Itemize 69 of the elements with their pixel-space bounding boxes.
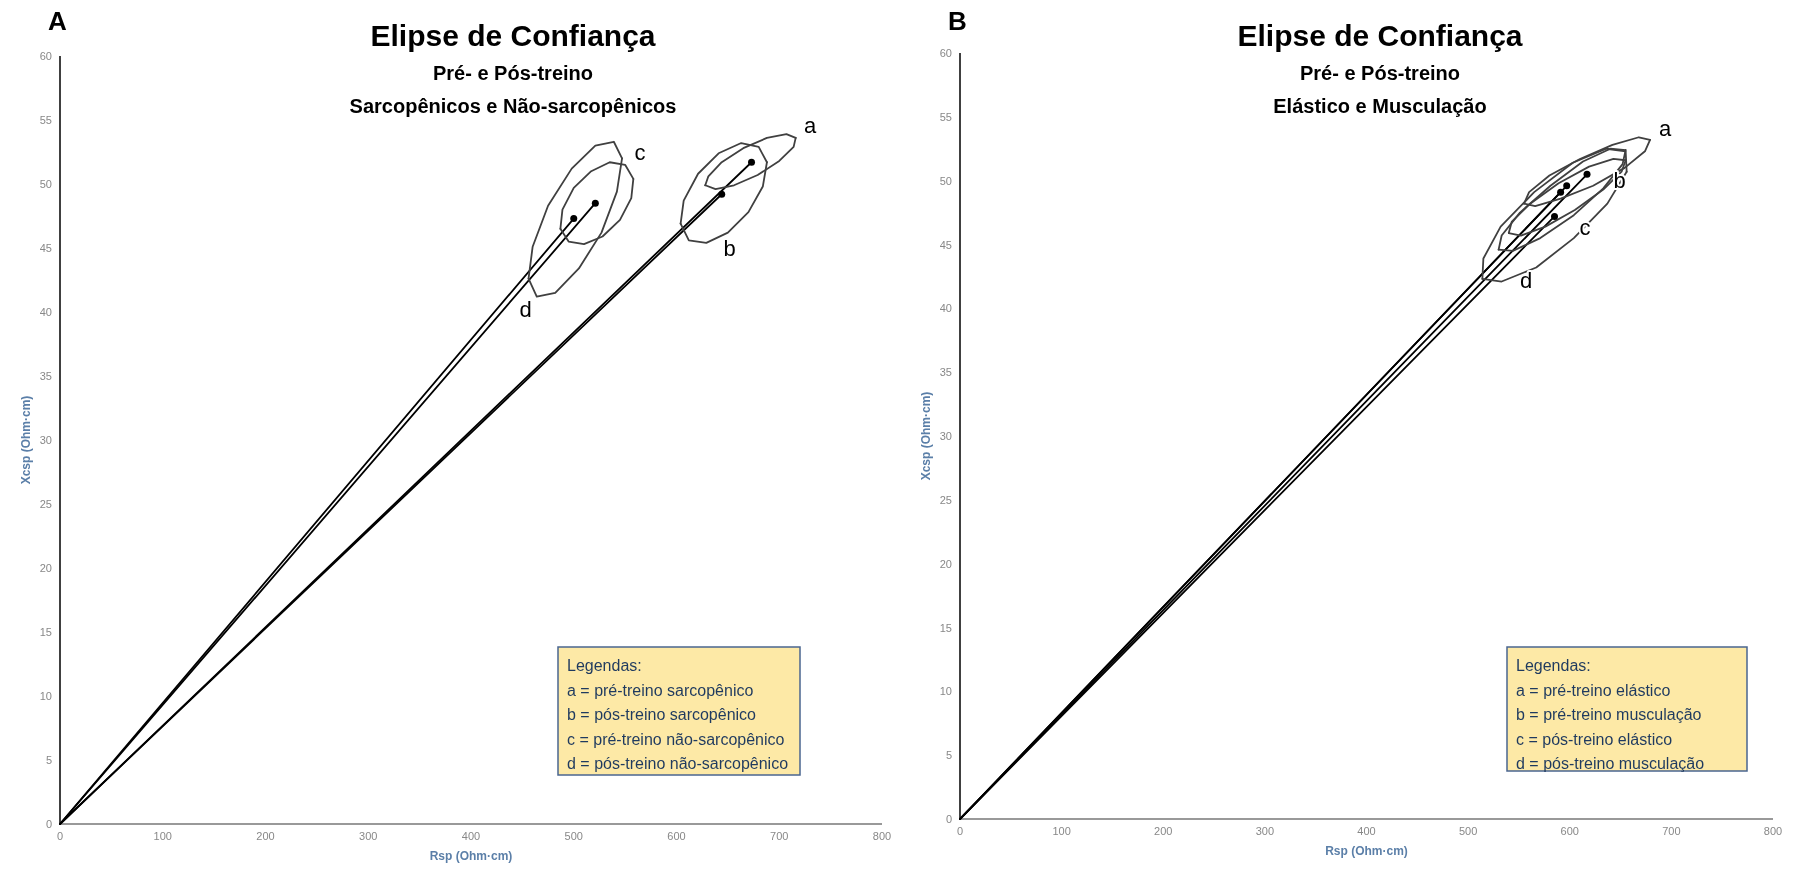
annotation: d bbox=[519, 296, 532, 322]
text: A bbox=[48, 6, 67, 36]
y-tick-label: 60 bbox=[939, 47, 952, 59]
text: B bbox=[948, 6, 967, 36]
x-tick-label: 100 bbox=[1052, 825, 1071, 837]
y-tick-label: 10 bbox=[939, 685, 952, 698]
annotation: a bbox=[1658, 115, 1672, 141]
x-tick-label: 0 bbox=[56, 830, 64, 842]
y-tick-label: 45 bbox=[39, 242, 52, 254]
annotation: a bbox=[804, 112, 817, 138]
y-tick-label: 55 bbox=[939, 110, 952, 123]
text: Pré- e Pós-treino Elástico e Musculação bbox=[1273, 62, 1487, 117]
y-tick-label: 60 bbox=[39, 50, 52, 62]
x-tick-label: 200 bbox=[256, 830, 275, 842]
x-tick-label: 200 bbox=[1154, 825, 1173, 837]
annotation: Legendas: bbox=[1516, 657, 1591, 674]
x-tick-label: 600 bbox=[1560, 825, 1579, 837]
y-tick-label: 15 bbox=[39, 626, 52, 638]
x-tick-label: 400 bbox=[1357, 825, 1376, 837]
x-tick-label: 300 bbox=[359, 830, 378, 842]
annotation: b = pós-treino sarcopênico bbox=[567, 706, 757, 723]
x-tick-label: 600 bbox=[667, 830, 686, 842]
y-tick-label: 40 bbox=[39, 306, 52, 318]
x-axis-title: Rsp (Ohm·cm) bbox=[429, 849, 513, 863]
x-tick-label: 500 bbox=[1458, 825, 1478, 837]
x-tick-label: 700 bbox=[770, 830, 789, 842]
x-tick-label: 800 bbox=[1763, 825, 1783, 837]
y-tick-label: 15 bbox=[939, 621, 952, 634]
y-tick-label: 35 bbox=[39, 370, 52, 382]
y-tick-label: 55 bbox=[39, 114, 52, 126]
x-tick-label: 400 bbox=[461, 830, 481, 842]
y-axis-title: Xcsp (Ohm·cm) bbox=[19, 395, 33, 485]
y-tick-label: 20 bbox=[939, 557, 952, 570]
x-tick-label: 800 bbox=[872, 830, 892, 842]
x-tick-label: 300 bbox=[1255, 825, 1275, 837]
annotation: c = pós-treino elástico bbox=[1516, 730, 1673, 748]
annotation: b = pré-treino musculação bbox=[1516, 706, 1702, 723]
y-tick-label: 10 bbox=[39, 690, 52, 702]
annotation: c = pré-treino não-sarcopênico bbox=[567, 730, 785, 748]
y-tick-label: 35 bbox=[939, 366, 952, 379]
x-tick-label: 0 bbox=[956, 825, 964, 837]
annotation: d = pós-treino musculação bbox=[1516, 755, 1705, 772]
x-tick-label: 100 bbox=[153, 830, 172, 842]
y-tick-label: 40 bbox=[939, 302, 952, 315]
y-tick-label: 45 bbox=[939, 238, 952, 251]
annotation: d bbox=[1519, 268, 1533, 294]
y-tick-label: 20 bbox=[39, 562, 52, 574]
chart-title: Elipse de Confiança bbox=[370, 19, 656, 52]
x-axis-title: Rsp (Ohm·cm) bbox=[1325, 844, 1408, 858]
y-tick-label: 25 bbox=[39, 498, 52, 510]
y-tick-label: 50 bbox=[939, 174, 952, 187]
y-tick-label: 0 bbox=[945, 813, 952, 825]
y-tick-label: 25 bbox=[939, 493, 952, 506]
annotation: a = pré-treino elástico bbox=[1516, 681, 1671, 699]
y-tick-label: 5 bbox=[45, 754, 52, 766]
annotation: Legendas: bbox=[567, 657, 642, 674]
y-axis-title: Xcsp (Ohm·cm) bbox=[919, 391, 933, 481]
annotation: c bbox=[634, 140, 646, 166]
y-tick-label: 5 bbox=[945, 749, 952, 762]
annotation: d = pós-treino não-sarcopênico bbox=[567, 755, 789, 772]
y-tick-label: 30 bbox=[939, 430, 952, 442]
x-tick-label: 700 bbox=[1662, 825, 1681, 837]
y-tick-label: 30 bbox=[39, 434, 52, 446]
text: Pré- e Pós-treino Sarcopênicos e Não-sarcopênicos bbox=[349, 62, 677, 117]
x-tick-label: 500 bbox=[564, 830, 583, 842]
chart-title: Elipse de Confiança bbox=[1237, 19, 1523, 52]
y-tick-label: 50 bbox=[39, 178, 52, 190]
annotation: b bbox=[723, 236, 736, 262]
annotation: a = pré-treino sarcopênico bbox=[567, 681, 754, 699]
